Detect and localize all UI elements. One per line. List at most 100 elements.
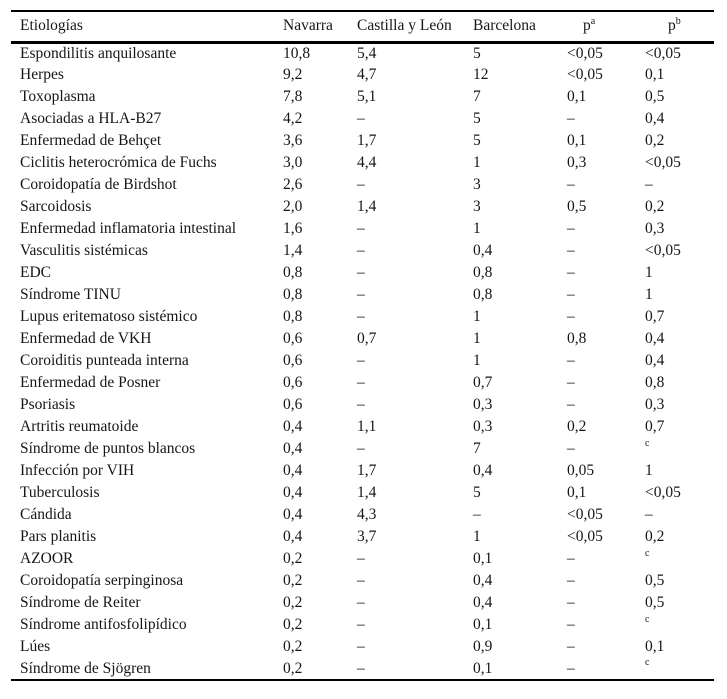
castilla-value: – bbox=[357, 616, 365, 633]
castilla-cell: – bbox=[357, 306, 473, 328]
barcelona-value: 5 bbox=[473, 484, 481, 501]
castilla-value: – bbox=[357, 264, 365, 281]
table-row: Pars planitis 0,4 3,7 1 <0,05 0,2 bbox=[11, 526, 714, 548]
pa-value: – bbox=[567, 352, 575, 369]
pa-cell: 0,1 bbox=[567, 130, 645, 152]
navarra-value: 0,2 bbox=[283, 572, 303, 589]
barcelona-value: – bbox=[473, 506, 481, 523]
barcelona-cell: 7 bbox=[473, 438, 567, 460]
etiologia-cell: Enfermedad de VKH bbox=[11, 328, 283, 350]
castilla-cell: 5,1 bbox=[357, 86, 473, 108]
castilla-value: – bbox=[357, 396, 365, 413]
pa-cell: 0,1 bbox=[567, 86, 645, 108]
castilla-cell: 1,4 bbox=[357, 482, 473, 504]
etiologia-label: Enfermedad inflamatoria intestinal bbox=[20, 220, 237, 237]
navarra-value: 0,4 bbox=[283, 440, 303, 457]
etiologia-label: Coroidopatía de Birdshot bbox=[20, 176, 177, 193]
pa-value: <0,05 bbox=[567, 44, 603, 62]
navarra-cell: 10,8 bbox=[283, 42, 357, 64]
pa-cell: – bbox=[567, 636, 645, 658]
pb-value: 1 bbox=[645, 286, 653, 303]
pb-cell: 0,7 bbox=[645, 416, 714, 438]
barcelona-value: 0,1 bbox=[473, 659, 493, 677]
pa-cell: – bbox=[567, 592, 645, 614]
pa-value: 0,05 bbox=[567, 462, 595, 479]
pb-value: 0,4 bbox=[645, 110, 665, 127]
pb-value: 0,2 bbox=[645, 528, 665, 545]
etiologia-cell: Espondilitis anquilosante bbox=[11, 42, 283, 64]
barcelona-value: 5 bbox=[473, 110, 481, 127]
etiologia-cell: Vasculitis sistémicas bbox=[11, 240, 283, 262]
barcelona-value: 0,1 bbox=[473, 616, 493, 633]
pb-cell: 0,2 bbox=[645, 526, 714, 548]
barcelona-cell: 0,4 bbox=[473, 240, 567, 262]
etiologia-label: Tuberculosis bbox=[20, 484, 100, 501]
table-row: EDC 0,8 – 0,8 – 1 bbox=[11, 262, 714, 284]
pb-cell: 1 bbox=[645, 460, 714, 482]
navarra-cell: 9,2 bbox=[283, 64, 357, 86]
etiologia-label: Ciclitis heterocrómica de Fuchs bbox=[20, 154, 217, 171]
castilla-value: – bbox=[357, 374, 365, 391]
etiologia-label: Síndrome de puntos blancos bbox=[20, 440, 196, 457]
castilla-value: – bbox=[357, 440, 365, 457]
navarra-cell: 0,2 bbox=[283, 636, 357, 658]
castilla-value: 5,1 bbox=[357, 88, 377, 105]
header-pa-label: p bbox=[583, 17, 591, 35]
navarra-cell: 2,0 bbox=[283, 196, 357, 218]
table-row: Lúes 0,2 – 0,9 – 0,1 bbox=[11, 636, 714, 658]
header-row: Etiologías Navarra Castilla y León Barce… bbox=[11, 11, 714, 42]
navarra-value: 2,6 bbox=[283, 176, 303, 193]
navarra-cell: 0,2 bbox=[283, 592, 357, 614]
castilla-value: 0,7 bbox=[357, 330, 377, 347]
etiologia-label: Sarcoidosis bbox=[20, 198, 92, 215]
castilla-value: – bbox=[357, 638, 365, 655]
castilla-value: – bbox=[357, 110, 365, 127]
pa-value: <0,05 bbox=[567, 506, 603, 523]
castilla-cell: – bbox=[357, 240, 473, 262]
table-row: Vasculitis sistémicas 1,4 – 0,4 – <0,05 bbox=[11, 240, 714, 262]
castilla-cell: 5,4 bbox=[357, 42, 473, 64]
barcelona-value: 1 bbox=[473, 154, 481, 171]
castilla-value: – bbox=[357, 572, 365, 589]
castilla-value: – bbox=[357, 286, 365, 303]
pb-value: 0,8 bbox=[645, 374, 665, 391]
barcelona-cell: 0,3 bbox=[473, 416, 567, 438]
castilla-cell: – bbox=[357, 658, 473, 680]
etiologia-label: Síndrome de Reiter bbox=[20, 594, 141, 611]
pb-value: 0,3 bbox=[645, 396, 665, 413]
castilla-cell: – bbox=[357, 284, 473, 306]
pa-value: 0,8 bbox=[567, 330, 587, 347]
pa-cell: 0,5 bbox=[567, 196, 645, 218]
header-castilla-label: Castilla y León bbox=[357, 17, 452, 35]
barcelona-value: 0,8 bbox=[473, 264, 493, 281]
navarra-value: 0,4 bbox=[283, 506, 303, 523]
navarra-cell: 0,2 bbox=[283, 570, 357, 592]
pa-cell: – bbox=[567, 394, 645, 416]
pb-superscript: c bbox=[645, 437, 650, 449]
pb-value: 0,7 bbox=[645, 418, 665, 435]
table-row: Coroiditis punteada interna 0,6 – 1 – 0,… bbox=[11, 350, 714, 372]
navarra-value: 9,2 bbox=[283, 66, 303, 83]
pa-cell: <0,05 bbox=[567, 526, 645, 548]
pa-value: – bbox=[567, 176, 575, 193]
barcelona-cell: 0,1 bbox=[473, 658, 567, 680]
barcelona-value: 0,4 bbox=[473, 462, 493, 479]
pa-value: 0,1 bbox=[567, 132, 587, 149]
navarra-value: 1,6 bbox=[283, 220, 303, 237]
pb-superscript: c bbox=[645, 547, 650, 559]
barcelona-cell: 0,7 bbox=[473, 372, 567, 394]
castilla-value: – bbox=[357, 352, 365, 369]
header-navarra-label: Navarra bbox=[283, 17, 333, 35]
barcelona-value: 3 bbox=[473, 198, 481, 215]
pa-cell: – bbox=[567, 262, 645, 284]
pa-cell: – bbox=[567, 306, 645, 328]
barcelona-cell: 0,4 bbox=[473, 592, 567, 614]
navarra-cell: 0,6 bbox=[283, 350, 357, 372]
pa-value: – bbox=[567, 616, 575, 633]
pa-value: – bbox=[567, 594, 575, 611]
barcelona-cell: 0,3 bbox=[473, 394, 567, 416]
etiologia-cell: Síndrome TINU bbox=[11, 284, 283, 306]
table-header: Etiologías Navarra Castilla y León Barce… bbox=[11, 11, 714, 42]
navarra-cell: 0,4 bbox=[283, 504, 357, 526]
